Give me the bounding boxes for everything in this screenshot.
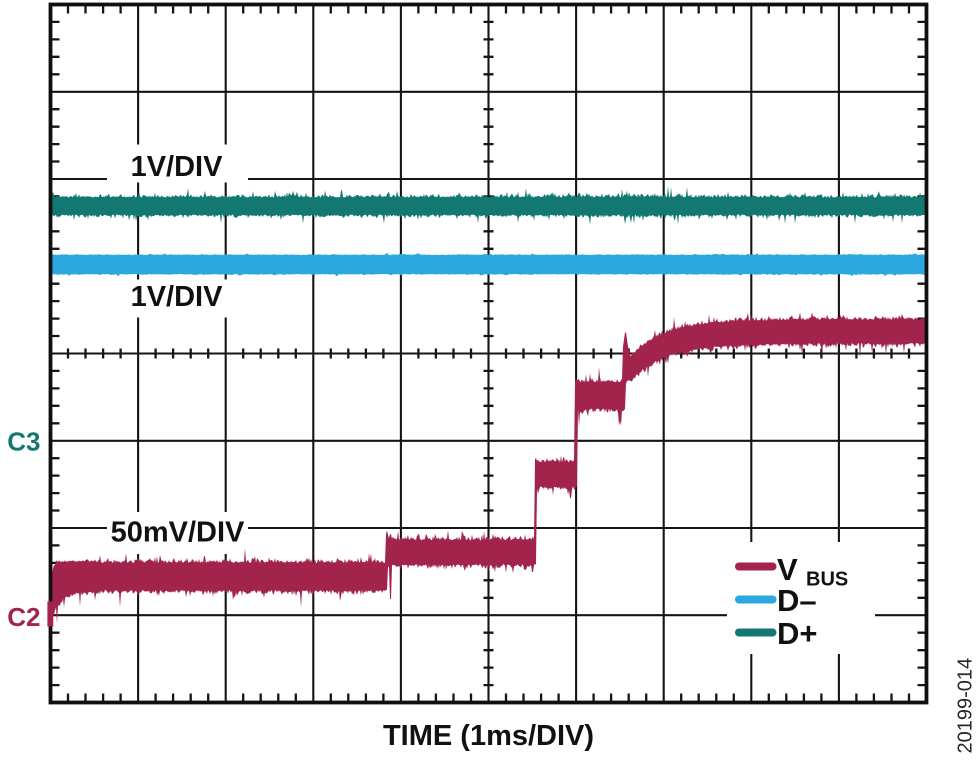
svg-text:BUS: BUS bbox=[806, 569, 848, 591]
svg-text:TIME (1ms/DIV): TIME (1ms/DIV) bbox=[383, 720, 594, 752]
svg-text:V: V bbox=[777, 552, 798, 587]
svg-text:20199-014: 20199-014 bbox=[955, 658, 977, 754]
svg-text:D+: D+ bbox=[777, 616, 818, 651]
svg-text:50mV/DIV: 50mV/DIV bbox=[111, 517, 245, 549]
svg-text:C3: C3 bbox=[7, 427, 40, 457]
svg-text:C2: C2 bbox=[7, 602, 40, 632]
svg-text:1V/DIV: 1V/DIV bbox=[131, 281, 224, 313]
svg-text:1V/DIV: 1V/DIV bbox=[131, 151, 224, 183]
svg-text:D–: D– bbox=[777, 583, 817, 618]
